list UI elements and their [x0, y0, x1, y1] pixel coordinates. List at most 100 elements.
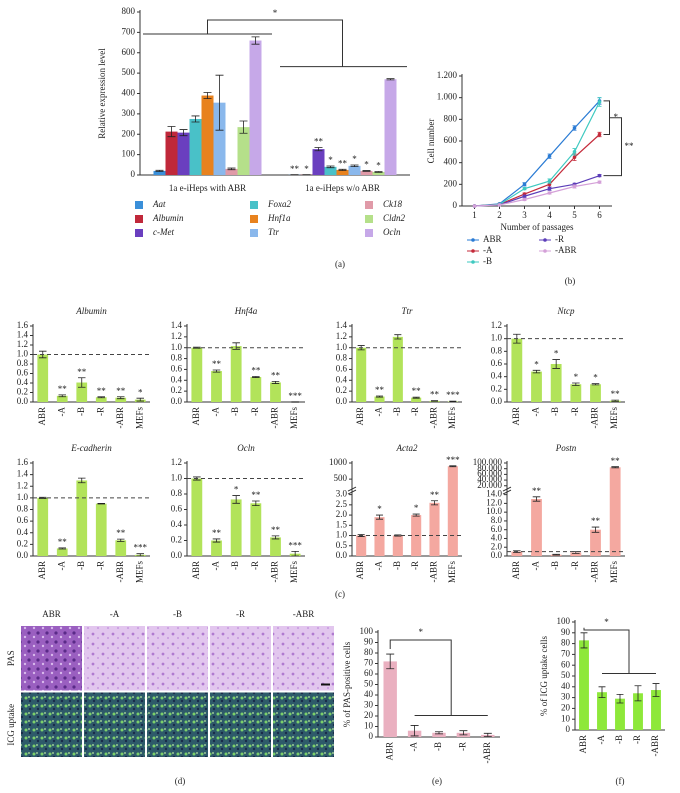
x-tick-label: -A — [211, 561, 221, 571]
error-bar — [239, 120, 248, 134]
error-bar — [136, 397, 145, 402]
bar — [211, 371, 222, 402]
point — [572, 155, 577, 160]
x-tick-label: -A — [531, 561, 541, 571]
significance: ** — [212, 528, 222, 538]
error-bar — [291, 401, 299, 403]
x-tick-label: -B — [230, 407, 240, 416]
error-bar — [616, 693, 624, 704]
chart-title: Ntcp — [557, 306, 575, 316]
significance: * — [377, 504, 382, 514]
error-bar — [580, 632, 588, 649]
significance: *** — [446, 455, 460, 465]
bar — [360, 170, 373, 175]
point — [522, 182, 527, 187]
bar — [37, 354, 49, 402]
y-tick-label: 10 — [561, 713, 571, 723]
point — [522, 186, 527, 191]
y-tick-label: 0 — [131, 169, 136, 179]
bar — [270, 537, 281, 556]
x-tick-label: ABR — [511, 407, 521, 426]
y-tick-label: 800 — [444, 113, 458, 123]
scale-bar — [321, 683, 330, 686]
y-tick-label: 0.8 — [17, 504, 29, 514]
x-tick-label: -A — [56, 561, 66, 571]
panel-label: (f) — [616, 776, 625, 786]
legend-swatch — [250, 215, 258, 223]
bar — [237, 127, 250, 175]
significance: * — [138, 387, 143, 397]
bar — [324, 166, 337, 175]
legend-swatch — [135, 215, 143, 223]
y-tick-label: 1.000 — [437, 92, 458, 102]
bar — [348, 165, 361, 175]
y-tick-label: 0 — [369, 731, 374, 741]
x-tick-label: -B — [76, 407, 86, 416]
error-bar — [97, 502, 106, 505]
panel-label: (a) — [335, 259, 345, 269]
legend-swatch — [135, 229, 143, 237]
bar — [213, 102, 226, 175]
x-tick-label: -ABR — [270, 561, 280, 583]
micrograph — [273, 692, 334, 757]
bar — [570, 552, 582, 556]
y-axis-label: Cell number — [426, 119, 436, 164]
x-tick-label: -R — [632, 735, 642, 744]
y-tick-label: 2.0 — [336, 509, 348, 519]
line — [474, 175, 600, 207]
legend-marker — [471, 260, 475, 264]
y-tick-label: 300 — [122, 108, 136, 118]
y-tick-label: 0.6 — [336, 363, 348, 373]
axis-break — [502, 486, 512, 495]
x-tick-label: 1a e-iHeps w/o ABR — [305, 183, 380, 193]
significance: ** — [532, 486, 542, 496]
y-tick-label: 60 — [364, 668, 374, 678]
x-tick-label: -B — [550, 561, 560, 570]
y-tick-label: 1.4 — [171, 320, 183, 330]
bar — [531, 371, 542, 402]
y-tick-label: 200 — [122, 128, 136, 138]
annotation: * — [273, 8, 278, 18]
y-tick-label: 0.0 — [17, 396, 29, 406]
legend-label: Aat — [152, 199, 166, 209]
bar — [189, 118, 202, 175]
error-bar — [591, 383, 600, 386]
y-tick-label: 0.2 — [171, 385, 182, 395]
bar — [550, 364, 562, 402]
bar — [250, 377, 262, 402]
legend-label: -R — [555, 234, 564, 244]
y-tick-label: 0.8 — [336, 353, 348, 363]
significance: * — [376, 161, 381, 171]
x-tick-label: ABR — [355, 407, 365, 426]
y-tick-label: 80.000 — [477, 463, 502, 473]
error-bar — [430, 500, 439, 506]
y-tick-label: 1.0 — [491, 333, 503, 343]
significance: ** — [58, 537, 68, 547]
point — [497, 203, 502, 207]
y-tick-label: 200 — [444, 178, 458, 188]
chart-title: Acta2 — [396, 443, 418, 453]
error-bar — [449, 400, 457, 403]
legend-swatch — [365, 215, 373, 223]
bar — [374, 396, 385, 402]
y-tick-label: 10 — [364, 721, 374, 731]
y-tick-label: 20 — [364, 710, 374, 720]
bar — [372, 171, 385, 175]
column-label: -R — [236, 609, 245, 619]
bar — [384, 79, 397, 175]
x-tick-label: 2 — [497, 210, 502, 220]
significance: ** — [338, 158, 348, 168]
y-axis-label: Relative expression level — [97, 48, 107, 139]
error-bar — [58, 394, 67, 398]
point — [522, 194, 527, 199]
point — [597, 100, 602, 104]
chart-title: Ttr — [401, 306, 413, 316]
x-tick-label: -R — [410, 407, 420, 416]
row-label: PAS — [6, 650, 16, 666]
row-label: ICG uptake — [6, 704, 16, 746]
micrograph — [21, 692, 82, 757]
error-bar — [532, 369, 541, 374]
error-bar — [598, 686, 606, 698]
bar — [356, 535, 367, 556]
y-tick-label: 1.0 — [171, 342, 183, 352]
